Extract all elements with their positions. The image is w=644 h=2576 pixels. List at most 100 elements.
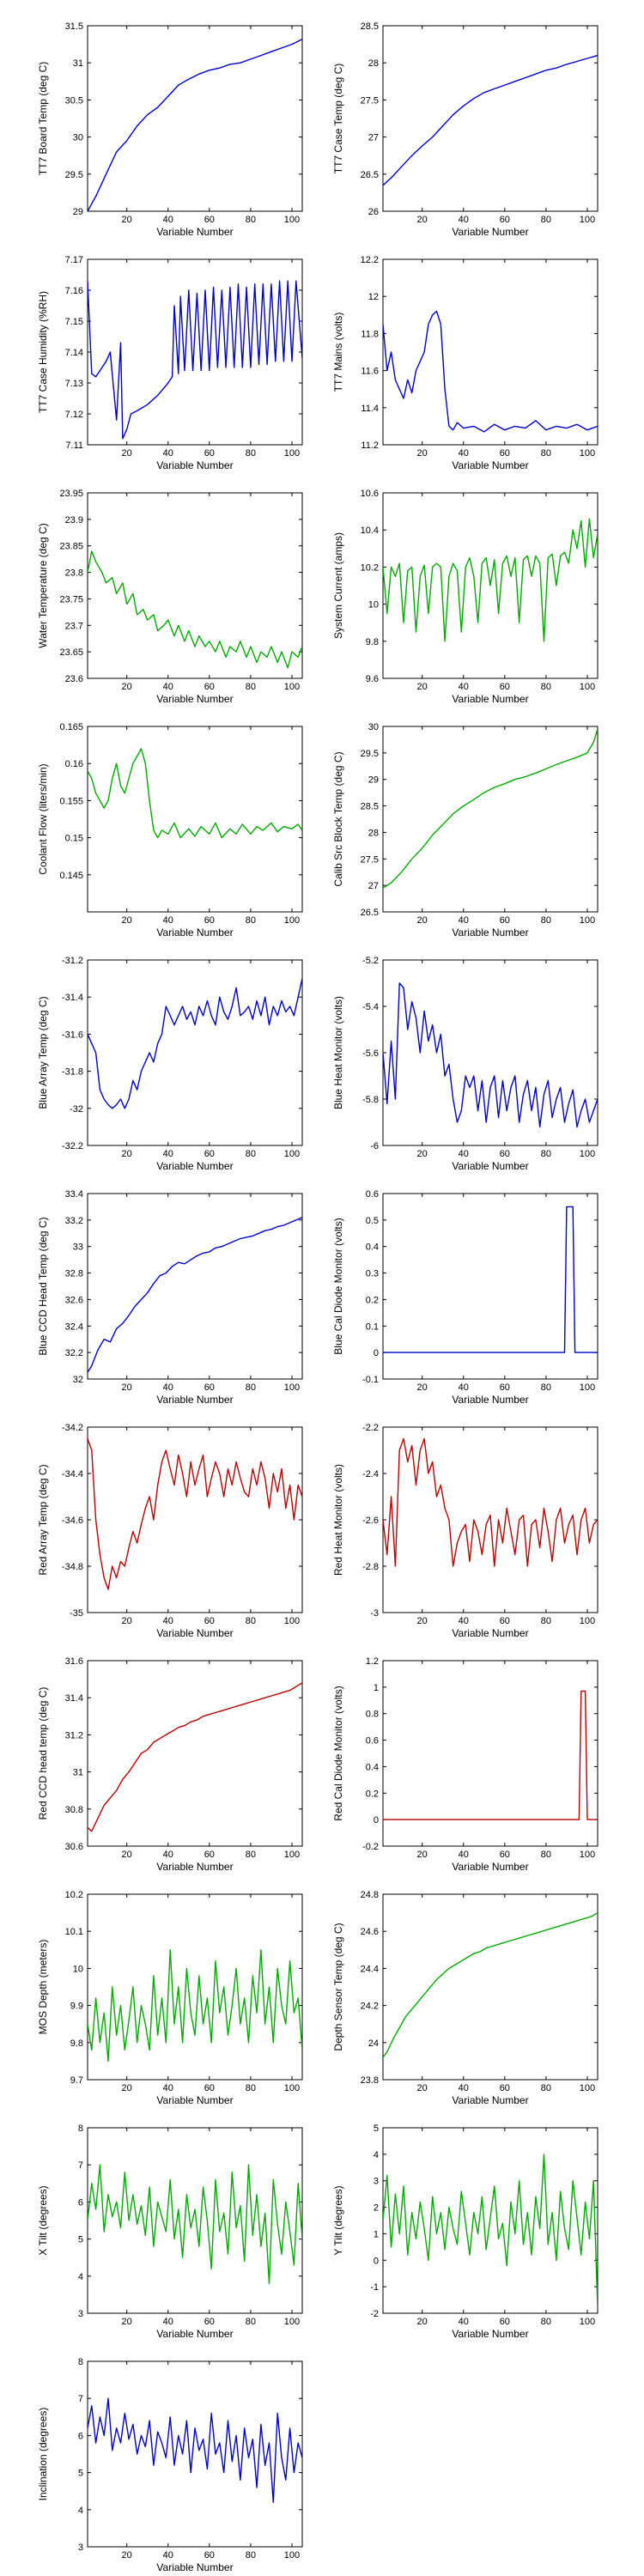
- y-tick-label: 2: [374, 2203, 379, 2214]
- y-tick-label: 12.2: [361, 255, 379, 265]
- series-line: [383, 2154, 598, 2308]
- x-tick-label: 40: [459, 2317, 469, 2327]
- plot-frame: [87, 1893, 303, 2081]
- x-tick-label: 20: [122, 1149, 132, 1159]
- x-tick-label: 80: [541, 915, 551, 926]
- x-tick-label: 100: [284, 1616, 300, 1626]
- x-tick-label: 80: [541, 1149, 551, 1159]
- series-line: [88, 748, 302, 839]
- x-tick-label: 100: [580, 1616, 595, 1626]
- y-tick-label: 7.17: [65, 255, 83, 265]
- y-axis-label: Red CCD head temp (deg C): [37, 1687, 49, 1820]
- y-axis-label: Coolant Flow (liters/min): [37, 763, 49, 874]
- plot-frame: [382, 1893, 598, 2081]
- y-tick-label: -31.4: [62, 993, 83, 1003]
- x-tick-label: 20: [122, 1616, 132, 1626]
- x-tick-label: 80: [541, 682, 551, 692]
- y-tick-label: 0.3: [366, 1269, 379, 1279]
- series-line: [88, 1949, 302, 2063]
- x-tick-label: 40: [459, 1850, 469, 1860]
- chart-panel-2: 20 40 60 80 100 26 26.5 27 27.5 28 28.5 Variable Nu…: [332, 21, 598, 238]
- y-tick-label: 30.6: [65, 1842, 83, 1852]
- x-tick-label: 80: [541, 1616, 551, 1626]
- x-tick-label: 60: [204, 682, 215, 692]
- x-tick-label: 60: [500, 1149, 510, 1159]
- y-tick-label: 23.7: [65, 621, 83, 631]
- plot-frame: [87, 1660, 303, 1847]
- x-tick-label: 40: [163, 915, 173, 926]
- chart-panel-16: 20 40 60 80 100 -0.2 0 0.2 0.4 0.6 0.8 1 1.2 Variable…: [332, 1656, 598, 1873]
- y-tick-label: 29: [368, 775, 379, 786]
- y-axis-label: Red Array Temp (deg C): [37, 1464, 49, 1575]
- x-axis-label: Variable Number: [156, 2561, 233, 2573]
- y-axis-label: X Tilt (degrees): [37, 2185, 49, 2255]
- chart-panel-3: 20 40 60 80 100 7.11 7.12 7.13 7.14 7.15 7.16 7.17 V…: [37, 255, 303, 471]
- y-tick-label: -0.2: [362, 1842, 379, 1852]
- y-tick-label: 29.5: [361, 749, 379, 759]
- y-tick-label: 28.5: [361, 802, 379, 812]
- chart-panel-12: 20 40 60 80 100 -0.1 0 0.1 0.2 0.3 0.4 0.5 0.6 Variab…: [332, 1189, 598, 1406]
- x-tick-label: 40: [459, 2083, 469, 2093]
- x-tick-label: 60: [204, 2550, 215, 2561]
- x-tick-label: 100: [284, 2550, 300, 2561]
- y-tick-label: -2.6: [362, 1516, 379, 1526]
- x-axis-label: Variable Number: [156, 459, 233, 471]
- y-tick-label: 31: [73, 1768, 83, 1778]
- x-tick-label: 80: [541, 1382, 551, 1393]
- x-tick-label: 80: [246, 682, 256, 692]
- series-line: [88, 280, 302, 440]
- y-tick-label: 7.13: [65, 379, 83, 389]
- y-axis-label: MOS Depth (meters): [37, 1940, 49, 2035]
- y-tick-label: 0.4: [366, 1762, 379, 1772]
- y-tick-label: 1: [374, 1683, 379, 1693]
- y-tick-label: -34.4: [62, 1469, 83, 1479]
- y-tick-label: 24.2: [361, 2002, 379, 2012]
- x-tick-label: 80: [246, 2550, 256, 2561]
- chart-panel-20: 20 40 60 80 100 -2 -1 0 1 2 3 4 5 Variable Number Y Ti…: [332, 2123, 598, 2340]
- x-tick-label: 80: [541, 215, 551, 225]
- x-tick-label: 100: [580, 1149, 595, 1159]
- y-tick-label: 32: [73, 1375, 83, 1385]
- x-tick-label: 80: [246, 448, 256, 459]
- x-tick-label: 40: [163, 1616, 173, 1626]
- x-tick-label: 100: [580, 1850, 595, 1860]
- y-axis-label: Blue Array Temp (deg C): [37, 996, 49, 1109]
- x-tick-label: 80: [246, 215, 256, 225]
- y-tick-label: 0.16: [65, 759, 83, 769]
- plot-frame: [382, 1660, 598, 1847]
- x-tick-label: 100: [284, 1382, 300, 1393]
- x-axis-label: Variable Number: [156, 693, 233, 705]
- chart-panel-7: 20 40 60 80 100 0.145 0.15 0.155 0.16 0.165 Variab…: [37, 722, 303, 939]
- y-tick-label: 27.5: [361, 95, 379, 106]
- y-tick-label: 33.4: [65, 1189, 83, 1200]
- y-axis-label: TT7 Mains (volts): [332, 313, 344, 392]
- y-tick-label: 27: [368, 133, 379, 143]
- chart-panel-10: 20 40 60 80 100 -6 -5.8 -5.6 -5.4 -5.2 Variable Nu…: [332, 956, 598, 1172]
- y-tick-label: -34.8: [62, 1562, 83, 1572]
- y-tick-label: 26: [368, 207, 379, 217]
- y-tick-label: -35: [70, 1608, 83, 1619]
- y-tick-label: 6: [78, 2197, 83, 2208]
- chart-panel-11: 20 40 60 80 100 32 32.2 32.4 32.6 32.8 33 33.2 33.4 V…: [37, 1189, 303, 1406]
- y-tick-label: 10: [368, 600, 379, 611]
- x-tick-label: 100: [284, 682, 300, 692]
- plot-frame: [87, 2127, 303, 2314]
- x-tick-label: 20: [417, 2083, 428, 2093]
- y-tick-label: 27: [368, 881, 379, 891]
- y-tick-label: -31.8: [62, 1067, 83, 1078]
- x-tick-label: 60: [500, 682, 510, 692]
- x-tick-label: 20: [122, 215, 132, 225]
- chart-panel-17: 20 40 60 80 100 9.7 9.8 9.9 10 10.1 10.2 Variable N…: [37, 1890, 303, 2106]
- x-axis-label: Variable Number: [452, 459, 528, 471]
- series-line: [383, 1437, 598, 1567]
- x-tick-label: 20: [417, 1149, 428, 1159]
- y-axis-label: Red Heat Monitor (volts): [332, 1464, 344, 1576]
- y-axis-label: Blue Heat Monitor (volts): [332, 996, 344, 1109]
- y-tick-label: 27.5: [361, 854, 379, 865]
- x-tick-label: 20: [417, 682, 428, 692]
- x-tick-label: 100: [284, 915, 300, 926]
- y-tick-label: 8: [78, 2123, 83, 2134]
- y-tick-label: 4: [374, 2150, 379, 2160]
- x-tick-label: 40: [459, 448, 469, 459]
